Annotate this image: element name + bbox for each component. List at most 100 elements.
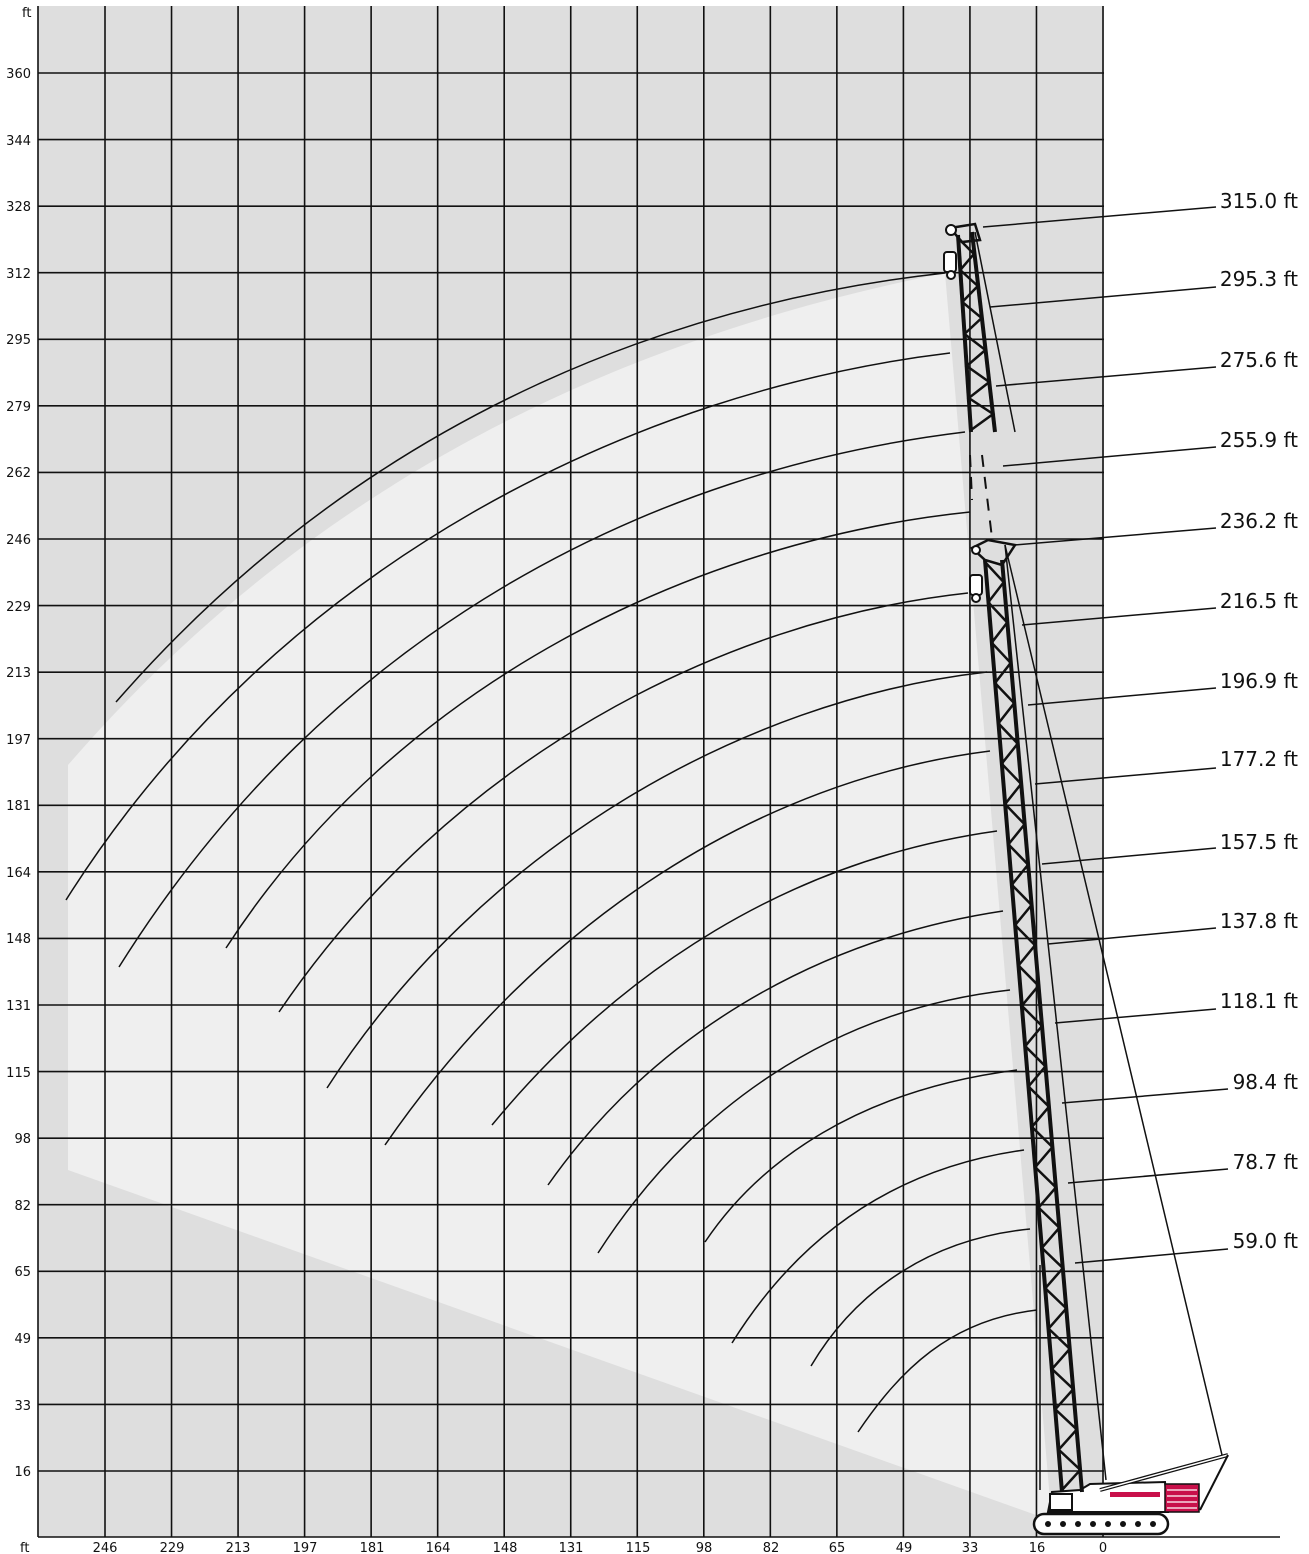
sheave-upper — [945, 224, 957, 236]
boom-length-label: 275.6 ft — [1220, 348, 1298, 372]
y-tick: 229 — [6, 600, 31, 615]
y-tick: 82 — [14, 1199, 31, 1214]
boom-pendant — [1004, 544, 1107, 1481]
x-tick: 115 — [626, 1541, 651, 1554]
boom-head-lower — [969, 538, 1018, 567]
y-tick: 164 — [6, 866, 31, 881]
upper-pendant — [974, 231, 1016, 433]
y-tick-labels: ft 360 344 328 312 295 279 262 246 229 2… — [6, 6, 31, 1480]
boom-length-label: 118.1 ft — [1220, 989, 1298, 1013]
counterweight — [1164, 1483, 1200, 1513]
y-tick: 115 — [6, 1066, 31, 1081]
hook-path-arcs — [65, 272, 1038, 1433]
x-tick: 49 — [896, 1541, 913, 1554]
x-tick: 197 — [293, 1541, 318, 1554]
boom-length-label: 216.5 ft — [1220, 589, 1298, 613]
x-tick: 229 — [160, 1541, 185, 1554]
crane-body — [1032, 1453, 1229, 1536]
arc-315 — [115, 272, 946, 703]
x-tick-labels: ft 246 229 213 197 181 164 148 131 115 9… — [20, 1541, 1107, 1554]
boom-length-label: 196.9 ft — [1220, 669, 1298, 693]
arc-137 — [597, 989, 1011, 1254]
upper-chord-right — [970, 231, 997, 433]
y-tick: 312 — [6, 267, 31, 282]
y-tick: 65 — [14, 1265, 31, 1280]
arc-236 — [278, 592, 969, 1013]
hook-upper — [946, 270, 956, 280]
derrick-pendant — [1199, 1454, 1229, 1511]
arc-78 — [810, 1228, 1031, 1367]
y-tick: 16 — [14, 1465, 31, 1480]
arc-177 — [491, 830, 998, 1126]
y-tick: 33 — [14, 1399, 31, 1414]
boom-length-label: 98.4 ft — [1233, 1070, 1299, 1094]
y-tick: 131 — [6, 999, 31, 1014]
x-tick: 164 — [426, 1541, 451, 1554]
arc-157 — [547, 910, 1004, 1186]
boom-length-label: 177.2 ft — [1220, 747, 1298, 771]
arc-196 — [384, 750, 991, 1146]
hook-block-lower — [969, 574, 983, 596]
x-tick: 65 — [829, 1541, 846, 1554]
x-tick: 82 — [763, 1541, 780, 1554]
y-tick: 213 — [6, 666, 31, 681]
arc-59 — [857, 1309, 1038, 1433]
y-tick: 246 — [6, 533, 31, 548]
x-unit-label: ft — [20, 1541, 29, 1554]
y-tick: 328 — [6, 200, 31, 215]
y-tick: 360 — [6, 67, 31, 82]
y-tick: 148 — [6, 932, 31, 947]
x-tick: 33 — [962, 1541, 979, 1554]
boom-length-label: 255.9 ft — [1220, 428, 1298, 452]
arc-295 — [65, 352, 951, 901]
y-tick: 295 — [6, 333, 31, 348]
boom-head-upper — [947, 222, 982, 244]
boom-chord-left — [983, 559, 1064, 1493]
boom-length-label: 157.5 ft — [1220, 830, 1298, 854]
x-tick: 16 — [1029, 1541, 1046, 1554]
arc-118 — [704, 1069, 1018, 1243]
sheave-lower — [971, 545, 981, 555]
x-tick: 0 — [1099, 1541, 1107, 1554]
y-tick: 279 — [6, 400, 31, 415]
y-tick: 262 — [6, 466, 31, 481]
hook-block-upper — [943, 251, 957, 273]
arc-275 — [118, 431, 966, 968]
derrick-mast-inner — [1099, 1454, 1229, 1491]
counterweight-stripes — [1167, 1489, 1197, 1509]
x-tick: 131 — [559, 1541, 584, 1554]
boom-length-labels: 315.0 ft 295.3 ft 275.6 ft 255.9 ft 236.… — [1220, 189, 1298, 1253]
upper-boom — [943, 222, 1016, 539]
boom-length-label: 78.7 ft — [1233, 1150, 1299, 1174]
y-tick: 98 — [14, 1132, 31, 1147]
boom-length-label: 295.3 ft — [1220, 267, 1298, 291]
cab — [1049, 1493, 1073, 1511]
boom-length-label: 59.0 ft — [1233, 1229, 1299, 1253]
x-tick: 181 — [360, 1541, 385, 1554]
y-tick: 344 — [6, 134, 31, 149]
boom-stay — [1004, 544, 1223, 1456]
body-stripe — [1110, 1492, 1160, 1497]
x-tick: 98 — [696, 1541, 713, 1554]
arc-216 — [326, 671, 988, 1089]
dash-link-1 — [969, 454, 973, 501]
x-tick: 148 — [493, 1541, 518, 1554]
y-tick: 197 — [6, 733, 31, 748]
y-tick: 181 — [6, 799, 31, 814]
working-area — [68, 273, 1050, 1520]
hook-lower — [971, 593, 981, 603]
crawler-rollers — [1045, 1521, 1156, 1527]
boom-length-leaders — [982, 206, 1229, 1264]
y-unit-label: ft — [22, 6, 31, 21]
boom-length-label: 315.0 ft — [1220, 189, 1298, 213]
arc-98 — [731, 1149, 1025, 1344]
x-tick: 246 — [93, 1541, 118, 1554]
y-tick: 49 — [14, 1332, 31, 1347]
boom-length-label: 236.2 ft — [1220, 509, 1298, 533]
boom-lattice — [984, 561, 1083, 1491]
upper-lattice — [957, 237, 996, 432]
grid-lines — [38, 6, 1104, 1537]
main-boom — [969, 538, 1223, 1493]
dash-link-2 — [981, 454, 993, 539]
